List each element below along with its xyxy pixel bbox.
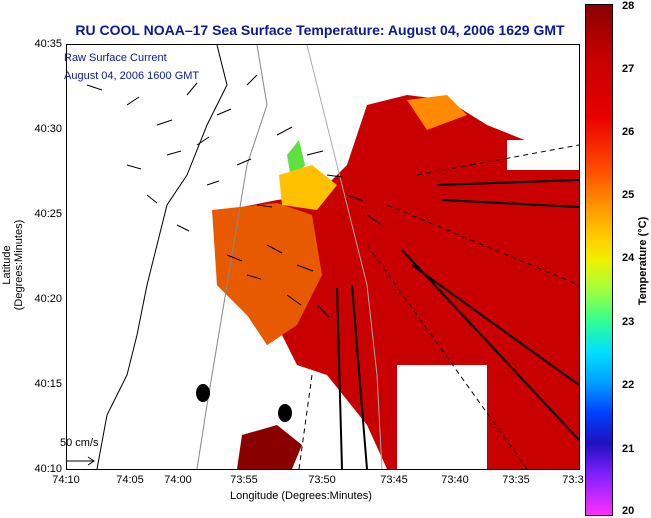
x-tick: 73:55: [230, 474, 258, 486]
colorbar-tick: 23: [622, 316, 635, 328]
colorbar-tick: 26: [622, 126, 635, 138]
x-tick: 73:45: [380, 474, 408, 486]
transect-line: [401, 249, 579, 441]
y-tick: 40:20: [34, 293, 62, 305]
colorbar-tick: 27: [622, 63, 635, 75]
x-tick: 73:35: [502, 474, 530, 486]
transect-line: [351, 284, 368, 469]
scale-label: 50 cm/s: [60, 437, 99, 449]
colorbar-tick: 20: [622, 505, 635, 517]
transect-line: [436, 179, 579, 186]
overlay-line-1: Raw Surface Current: [64, 52, 167, 64]
scale-arrow: [67, 456, 95, 466]
sst-map: [66, 44, 580, 470]
current-vectors: [86, 74, 383, 318]
colorbar-tick: 28: [622, 0, 635, 12]
y-tick: 40:35: [34, 38, 62, 50]
x-tick: 74:10: [52, 474, 80, 486]
coastline: [96, 45, 228, 469]
y-tick: 40:30: [34, 123, 62, 135]
x-tick: 74:00: [164, 474, 192, 486]
bathymetry-contour-2: [306, 45, 383, 469]
transect-line: [441, 199, 579, 208]
sst-map-canvas: [67, 45, 579, 469]
x-tick: 73:3: [562, 474, 584, 486]
overlay-line-2: August 04, 2006 1600 GMT: [64, 70, 200, 82]
temperature-colorbar: [585, 4, 613, 516]
map-title: RU COOL NOAA–17 Sea Surface Temperature:…: [75, 22, 565, 38]
station-dot: [196, 384, 210, 402]
sst-small-blob: [237, 425, 302, 469]
y-tick: 40:10: [34, 463, 62, 475]
transect-line: [336, 287, 343, 469]
colorbar-tick: 24: [622, 252, 635, 264]
no-data-gap: [397, 365, 487, 469]
colorbar-tick: 25: [622, 189, 635, 201]
station-dot: [278, 404, 292, 422]
no-data-gap-2: [507, 140, 579, 170]
y-tick: 40:25: [34, 208, 62, 220]
dashed-line: [298, 374, 313, 469]
colorbar-tick: 22: [622, 379, 635, 391]
colorbar-tick: 21: [622, 443, 635, 455]
dashed-line: [366, 244, 528, 469]
y-tick: 40:15: [34, 378, 62, 390]
sst-top-orange: [407, 95, 467, 130]
x-tick: 73:50: [308, 474, 336, 486]
sst-warm-region: [215, 95, 579, 469]
y-axis-title: Latitude (Degrees:Minutes): [1, 219, 25, 311]
x-tick: 74:05: [116, 474, 144, 486]
colorbar-title: Temperature (°C): [637, 216, 649, 306]
x-tick: 73:40: [441, 474, 469, 486]
x-axis-title: Longitude (Degrees:Minutes): [230, 490, 372, 502]
dashed-line: [386, 204, 579, 286]
sst-yellow-spot: [279, 165, 337, 210]
sst-orange-region: [212, 203, 322, 345]
dashed-line: [416, 144, 579, 176]
transect-line: [411, 264, 579, 386]
